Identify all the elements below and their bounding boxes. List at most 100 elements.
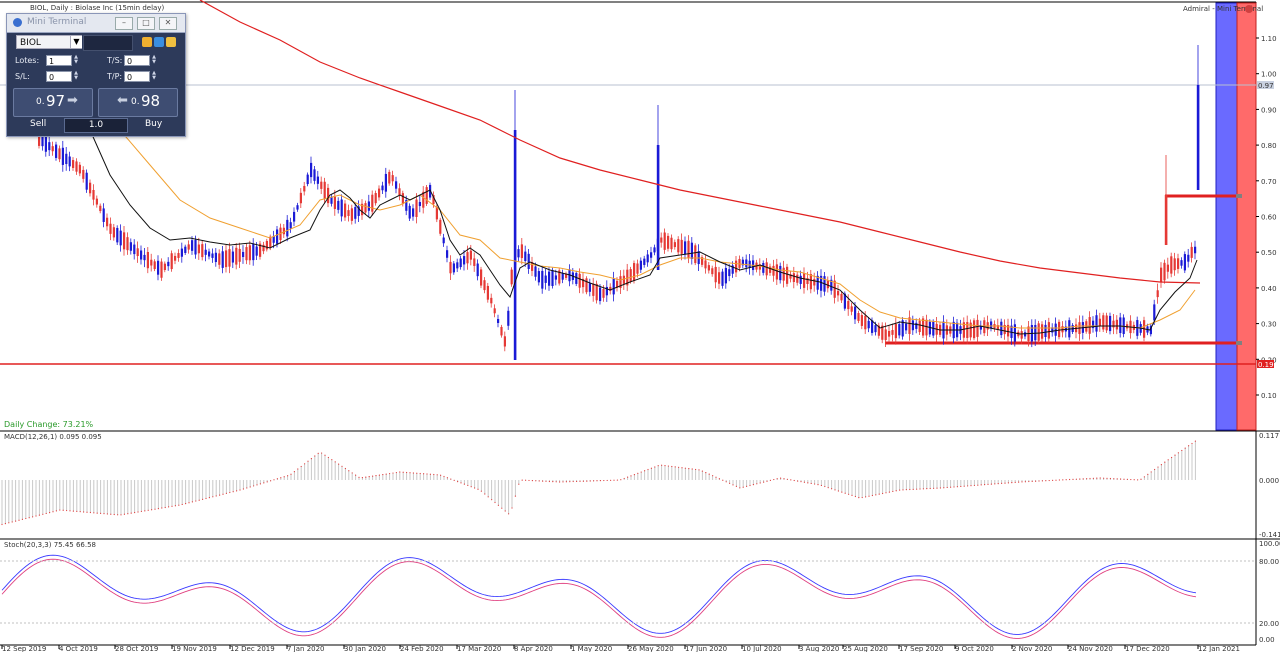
macd-signal-dot [739,487,741,489]
macd-signal-dot [984,484,986,486]
candle-body [82,169,85,179]
macd-signal-dot [1103,477,1105,479]
date-tick-label: 24 Nov 2020 [1068,645,1113,652]
symbol-extra-field[interactable] [83,35,133,51]
lock-icon[interactable] [142,37,152,47]
stoch-k-line [1,554,1197,635]
close-icon[interactable]: ✕ [159,17,177,30]
macd-signal-dot [426,473,428,475]
lots-stepper[interactable]: ▲ ▼ [74,54,78,65]
candle-body [456,262,459,269]
ts-stepper[interactable]: ▲ ▼ [152,54,156,65]
candle-body [85,172,88,190]
macd-signal-dot [453,479,455,481]
macd-signal-dot [93,512,95,514]
candle-body [439,219,442,234]
macd-signal-dot [395,471,397,474]
macd-signal-dot [926,488,928,490]
macd-signal-dot [712,475,714,477]
macd-signal-dot [1194,440,1196,442]
macd-signal-dot [290,473,292,475]
macd-signal-dot [640,471,642,473]
buy-price-button[interactable]: ⬅ 0. 98 [98,88,178,117]
macd-signal-dot [52,511,54,513]
macd-signal-dot [100,512,102,514]
chevron-down-icon[interactable]: ▼ [70,36,82,48]
lots-field[interactable]: 1 [46,55,72,66]
macd-signal-dot [735,485,738,487]
macd-signal-dot [1160,463,1162,466]
candle-body [966,322,969,338]
date-tick-label: 9 Oct 2020 [955,645,994,652]
candle-body [408,205,411,219]
maximize-icon[interactable]: □ [137,17,155,30]
macd-signal-dot [1147,473,1149,475]
macd-signal-dot [225,492,227,494]
candle-body [1109,315,1112,332]
blue-band [1215,2,1238,431]
macd-signal-dot [385,473,387,475]
macd-signal-dot [742,486,744,488]
macd-signal-dot [732,484,734,486]
macd-signal-dot [627,476,629,478]
sl-field[interactable]: 0 [46,71,72,82]
ts-field[interactable]: 0 [124,55,150,66]
macd-signal-dot [259,483,261,485]
tp-stepper[interactable]: ▲ ▼ [152,70,156,81]
macd-signal-dot [814,483,816,485]
candle-body [786,266,789,284]
macd-signal-dot [916,488,918,490]
candle-body [184,246,187,253]
macd-signal-dot [552,481,554,483]
flag-icon[interactable] [166,37,176,47]
candle-body [435,207,438,220]
macd-signal-dot [300,465,302,468]
candle-body [551,270,554,286]
candle-body [748,260,751,268]
macd-signal-dot [708,473,710,475]
candle-body [1034,324,1037,341]
candle-body [1163,262,1166,281]
sell-button[interactable]: Sell [30,119,47,129]
minimize-icon[interactable]: – [115,17,133,30]
macd-tick-zero: 0.000 [1259,477,1279,485]
mini-terminal-titlebar[interactable]: Mini Terminal – □ ✕ [7,14,185,33]
macd-signal-dot [1052,479,1054,481]
candle-body [779,265,782,281]
candle-body [840,293,843,301]
candle-body [544,275,547,283]
candle-body [153,261,156,270]
candle-body [979,325,982,330]
candle-body [1007,324,1010,337]
macd-signal-dot [922,488,925,490]
macd-signal-dot [810,482,812,485]
sell-price-button[interactable]: 0. 97 ➡ [13,88,93,117]
macd-signal-dot [555,481,557,483]
mini-terminal-window[interactable]: Mini Terminal – □ ✕ BIOL ▼ Lotes: 1 ▲ ▼ T… [6,13,186,137]
candle-body [714,266,717,283]
candle-body [626,269,629,286]
gear-icon[interactable] [154,37,164,47]
macd-signal-dot [504,510,506,512]
candle-body [738,258,741,268]
candle-body [446,250,449,258]
macd-signal-dot [15,520,17,522]
candle-body [38,134,41,146]
candle-body [306,174,309,185]
sl-stepper[interactable]: ▲ ▼ [74,70,78,81]
candle-body [1024,332,1027,337]
volume-field[interactable]: 1.0 [64,118,128,133]
tp-field[interactable]: 0 [124,71,150,82]
macd-signal-dot [249,486,251,488]
macd-signal-dot [623,477,625,480]
macd-signal-dot [576,480,578,483]
buy-button[interactable]: Buy [145,119,163,129]
candle-body [809,274,812,290]
candle-body [833,280,836,298]
candle-body [442,237,445,244]
macd-signal-dot [49,511,51,514]
macd-signal-dot [106,513,108,515]
macd-signal-dot [820,484,823,487]
candle-body [459,258,462,268]
